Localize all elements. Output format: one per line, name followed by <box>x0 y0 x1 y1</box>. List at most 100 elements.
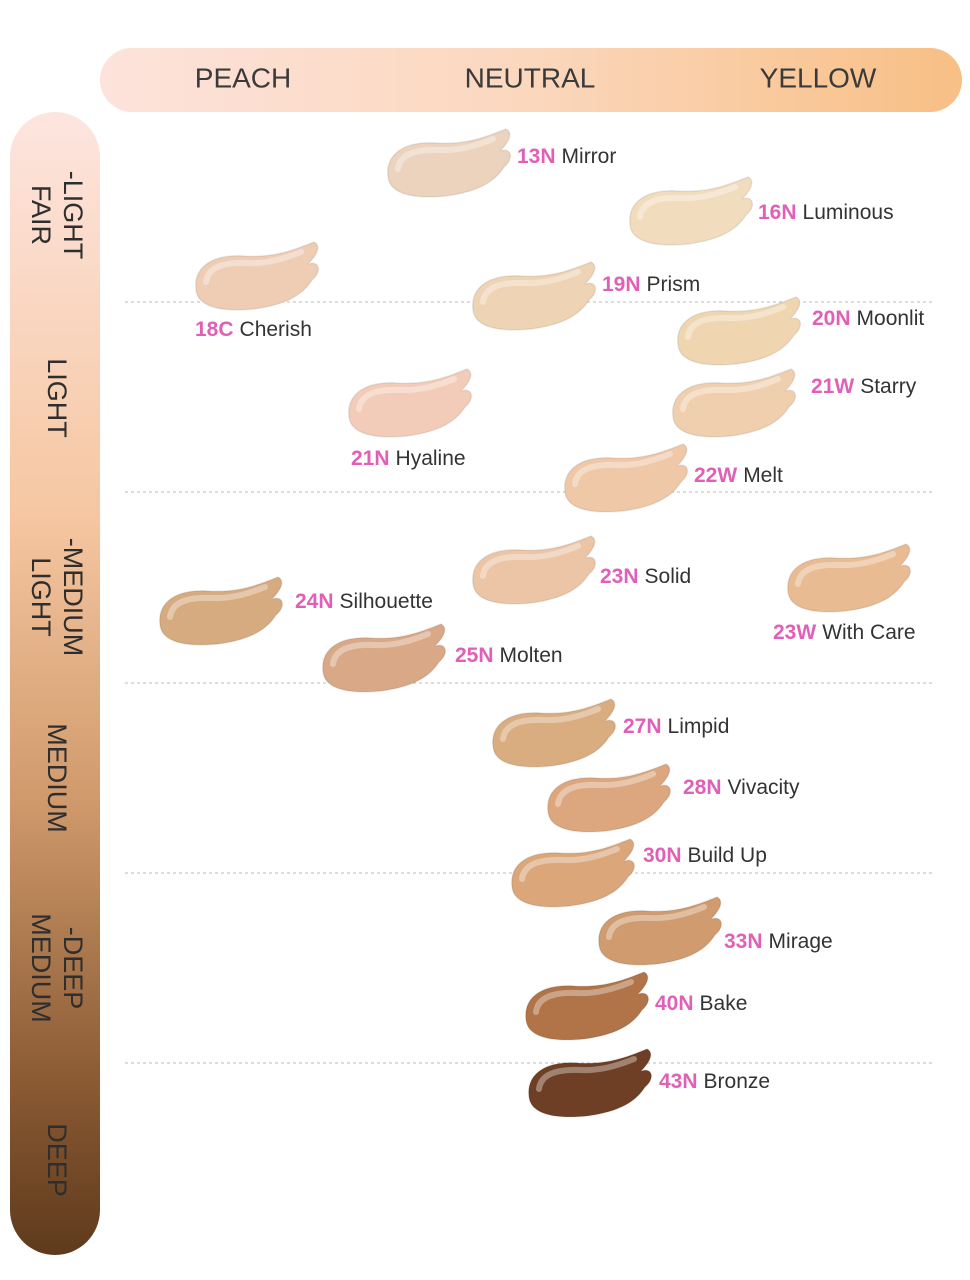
swatch <box>564 443 689 513</box>
undertone-label: PEACH <box>195 62 291 93</box>
shade-code: 28N <box>683 776 722 799</box>
swatch <box>677 296 802 366</box>
swatch-shape <box>629 176 754 246</box>
shade-code: 33N <box>724 930 763 953</box>
depth-label: LIGHT -MEDIUM <box>26 538 88 656</box>
swatch <box>787 543 912 613</box>
shade-name: Silhouette <box>340 590 433 613</box>
shade-name: Mirror <box>562 145 617 168</box>
shade-label: 16N Luminous <box>758 201 894 224</box>
shade-code: 20N <box>812 307 851 330</box>
depth-label-line: -LIGHT <box>58 171 88 260</box>
swatch-highlight <box>572 451 673 487</box>
swatch-shape <box>525 971 650 1041</box>
swatch-highlight <box>795 551 896 587</box>
undertone-label: YELLOW <box>760 62 877 93</box>
shade-code: 23W <box>773 621 816 644</box>
depth-label-line: -MEDIUM <box>58 538 88 656</box>
swatch-shape <box>472 535 597 605</box>
swatch-shape <box>511 838 636 908</box>
swatch-highlight <box>680 376 781 412</box>
swatch-highlight <box>203 249 304 285</box>
shade-name: Molten <box>500 644 563 667</box>
shade-code: 22W <box>694 464 737 487</box>
swatch-highlight <box>536 1056 637 1092</box>
depth-label: DEEP <box>42 1123 72 1197</box>
shade-label: 25N Molten <box>455 644 563 667</box>
shade-label: 30N Build Up <box>643 844 767 867</box>
swatch-shape <box>528 1048 653 1118</box>
depth-label-line: DEEP <box>42 1123 72 1197</box>
shade-label: 20N Moonlit <box>812 307 924 330</box>
depth-bar <box>10 112 100 1255</box>
swatch-highlight <box>330 631 431 667</box>
shade-name: Vivacity <box>728 776 800 799</box>
shade-code: 43N <box>659 1070 698 1093</box>
depth-label: FAIR -LIGHT <box>26 171 88 260</box>
swatch <box>511 838 636 908</box>
shade-name: Bake <box>700 992 748 1015</box>
swatch-shape <box>672 368 797 438</box>
depth-label-line: LIGHT <box>42 358 72 438</box>
shade-label: 23W With Care <box>773 621 916 644</box>
swatch-highlight <box>167 584 268 620</box>
swatch <box>159 576 284 646</box>
swatch-shape <box>564 443 689 513</box>
swatch-shape <box>677 296 802 366</box>
swatch <box>472 261 597 331</box>
swatch <box>528 1048 653 1118</box>
shade-label: 21W Starry <box>811 375 917 398</box>
swatch-highlight <box>480 543 581 579</box>
undertone-label: NEUTRAL <box>465 62 596 93</box>
swatch <box>195 241 320 311</box>
swatch <box>387 128 512 198</box>
shade-code: 16N <box>758 201 797 224</box>
shade-code: 13N <box>517 145 556 168</box>
shade-label: 21N Hyaline <box>351 447 466 470</box>
shade-label: 24N Silhouette <box>295 590 433 613</box>
swatch-highlight <box>685 304 786 340</box>
shade-label: 43N Bronze <box>659 1070 770 1093</box>
shade-name: Prism <box>647 273 701 296</box>
depth-label: MEDIUM <box>42 723 72 833</box>
shade-name: Build Up <box>688 844 767 867</box>
swatch-shape <box>492 698 617 768</box>
shade-code: 23N <box>600 565 639 588</box>
swatch <box>629 176 754 246</box>
swatch-highlight <box>606 904 707 940</box>
shade-name: Luminous <box>803 201 894 224</box>
swatch <box>492 698 617 768</box>
swatch-shape <box>159 576 284 646</box>
depth-label-line: -DEEP <box>58 927 88 1010</box>
shade-code: 19N <box>602 273 641 296</box>
swatch-highlight <box>637 184 738 220</box>
swatch-highlight <box>356 376 457 412</box>
swatch <box>547 763 672 833</box>
depth-label-line: MEDIUM <box>26 913 56 1023</box>
swatch-shape <box>322 623 447 693</box>
shade-code: 21N <box>351 447 390 470</box>
swatch-highlight <box>395 136 496 172</box>
undertone-bar <box>100 48 962 112</box>
shade-code: 21W <box>811 375 854 398</box>
shade-code: 25N <box>455 644 494 667</box>
shade-name: Cherish <box>240 318 312 341</box>
swatch-highlight <box>500 706 601 742</box>
swatch-highlight <box>519 846 620 882</box>
shade-label: 40N Bake <box>655 992 747 1015</box>
shade-code: 40N <box>655 992 694 1015</box>
shade-name: Bronze <box>704 1070 771 1093</box>
shade-name: Solid <box>645 565 692 588</box>
shade-label: 13N Mirror <box>517 145 616 168</box>
depth-label: MEDIUM -DEEP <box>26 913 88 1023</box>
swatch-shape <box>387 128 512 198</box>
shade-label: 23N Solid <box>600 565 691 588</box>
shade-label: 19N Prism <box>602 273 700 296</box>
swatch-shape <box>195 241 320 311</box>
shade-code: 27N <box>623 715 662 738</box>
shade-name: Limpid <box>668 715 730 738</box>
shade-name: Melt <box>743 464 783 487</box>
swatch-shape <box>787 543 912 613</box>
